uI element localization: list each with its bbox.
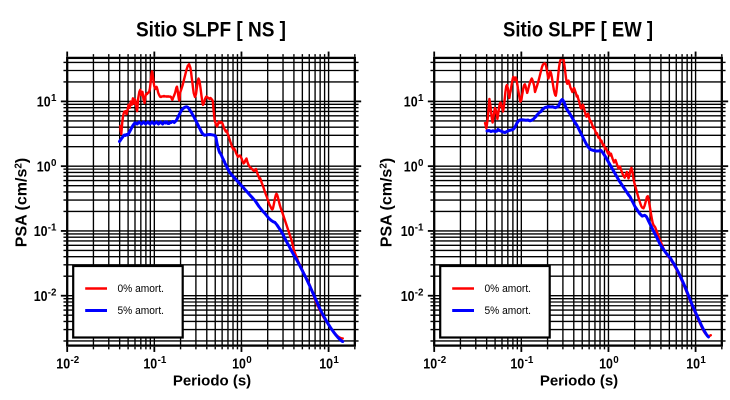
svg-text:-2: -2	[71, 355, 80, 366]
svg-text:Periodo (s): Periodo (s)	[540, 372, 618, 389]
svg-text:0: 0	[418, 158, 424, 169]
svg-text:0% amort.: 0% amort.	[118, 283, 165, 295]
svg-text:1: 1	[51, 93, 57, 104]
svg-text:Sitio SLPF [ NS ]: Sitio SLPF [ NS ]	[136, 19, 286, 42]
svg-text:10: 10	[404, 158, 418, 175]
svg-text:-1: -1	[415, 223, 424, 234]
svg-text:10: 10	[143, 355, 157, 372]
svg-text:PSA (cm/s2): PSA (cm/s2)	[378, 158, 395, 247]
svg-text:10: 10	[423, 355, 437, 372]
svg-text:-2: -2	[48, 287, 57, 298]
svg-text:-1: -1	[48, 223, 57, 234]
svg-text:Sitio SLPF [ EW ]: Sitio SLPF [ EW ]	[503, 19, 653, 42]
svg-text:5% amort.: 5% amort.	[485, 305, 532, 317]
svg-text:0: 0	[51, 158, 57, 169]
svg-text:-2: -2	[415, 287, 424, 298]
svg-text:10: 10	[34, 223, 48, 240]
svg-text:10: 10	[319, 355, 333, 372]
svg-text:PSA (cm/s2): PSA (cm/s2)	[13, 158, 30, 247]
svg-text:0: 0	[246, 355, 252, 366]
svg-text:5% amort.: 5% amort.	[118, 305, 165, 317]
svg-text:10: 10	[37, 94, 51, 111]
svg-text:10: 10	[37, 158, 51, 175]
svg-text:10: 10	[401, 288, 415, 305]
svg-text:10: 10	[510, 355, 524, 372]
svg-text:0% amort.: 0% amort.	[485, 283, 532, 295]
svg-text:Periodo (s): Periodo (s)	[173, 372, 251, 389]
svg-text:10: 10	[686, 355, 700, 372]
svg-text:10: 10	[34, 288, 48, 305]
svg-text:1: 1	[418, 93, 424, 104]
svg-text:-2: -2	[438, 355, 447, 366]
svg-text:-1: -1	[158, 355, 167, 366]
svg-text:0: 0	[613, 355, 619, 366]
svg-text:10: 10	[599, 355, 613, 372]
svg-text:10: 10	[232, 355, 246, 372]
svg-text:10: 10	[404, 94, 418, 111]
svg-text:-1: -1	[525, 355, 534, 366]
svg-text:10: 10	[56, 355, 70, 372]
svg-text:10: 10	[401, 223, 415, 240]
svg-text:1: 1	[700, 355, 706, 366]
svg-text:1: 1	[333, 355, 339, 366]
